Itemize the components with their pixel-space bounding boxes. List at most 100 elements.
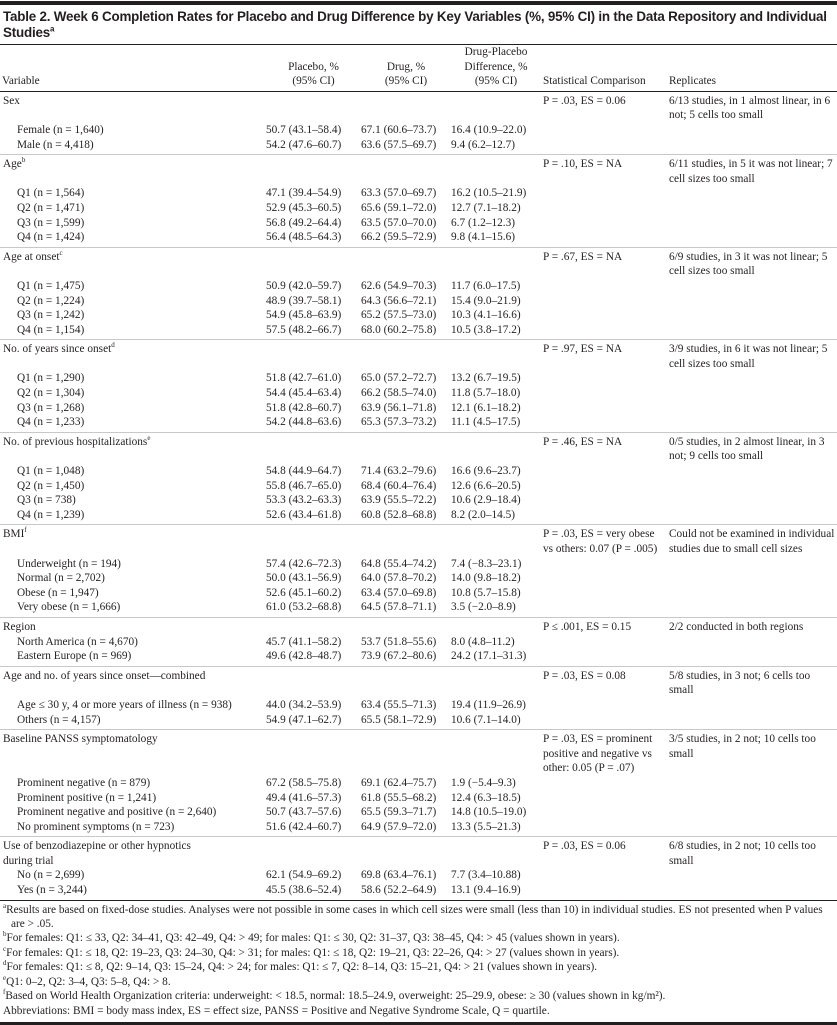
placebo-value: 56.4 (48.5–64.3) — [266, 231, 342, 244]
replicates: 6/11 studies, in 5 it was not linear; 7 … — [667, 154, 837, 187]
row-label: Q1 (n = 1,290) — [17, 372, 85, 385]
empty-cell — [541, 279, 667, 294]
placebo-value: 44.0 (34.2–53.9) — [266, 698, 342, 711]
empty-cell — [667, 635, 837, 650]
section-label-text: Baseline PANSS symptomatology — [3, 733, 158, 746]
table-row: Q3 (n = 1,268) 51.8 (42.8–60.7) 63.9 (56.1… — [0, 401, 837, 416]
replicates: 2/2 conducted in both regions — [667, 616, 837, 635]
empty-cell — [667, 230, 837, 247]
footnote-mark: e — [3, 973, 7, 982]
replicates: 6/13 studies, in 1 almost linear, in 6 n… — [669, 94, 831, 122]
statistical-comparison: P = .10, ES = NA — [541, 154, 667, 187]
difference-value: 10.6 (2.9–18.4) — [451, 494, 521, 507]
difference-value: 7.4 (−8.3–23.1) — [451, 557, 522, 570]
empty-cell — [541, 401, 667, 416]
placebo-value: 52.6 (43.4–61.8) — [266, 508, 342, 521]
col-drug: Drug, % (95% CI) — [361, 44, 451, 92]
empty-cell — [541, 883, 667, 900]
row-label: Q1 (n = 1,564) — [17, 187, 85, 200]
row-label: Eastern Europe (n = 969) — [17, 650, 132, 663]
empty-cell — [541, 805, 667, 820]
replicates: Could not be examined in individual stud… — [667, 524, 837, 557]
replicates: 0/5 studies, in 2 almost linear, in 3 no… — [667, 431, 837, 465]
empty-cell — [667, 216, 837, 231]
difference-value: 24.2 (17.1–31.3) — [451, 650, 527, 663]
row-label: Prominent negative (n = 879) — [17, 776, 151, 789]
empty-cell — [667, 323, 837, 340]
section-label-text: Age and no. of years since onset—combine… — [3, 669, 206, 682]
abbreviations: Abbreviations: BMI = body mass index, ES… — [3, 1004, 550, 1017]
placebo-value: 54.9 (47.1–62.7) — [266, 713, 342, 726]
bottom-rule — [0, 1021, 837, 1025]
difference-value: 11.1 (4.5–17.5) — [451, 416, 521, 429]
table-row: Q2 (n = 1,450) 55.8 (46.7–65.0) 68.4 (60.4… — [0, 479, 837, 494]
table-row: Normal (n = 2,702) 50.0 (43.1–56.9) 64.0 (… — [0, 571, 837, 586]
drug-value: 63.6 (57.5–69.7) — [361, 138, 437, 151]
table-row: Underweight (n = 194) 57.4 (42.6–72.3) 64.… — [0, 557, 837, 572]
empty-cell — [541, 479, 667, 494]
empty-cell — [541, 586, 667, 601]
drug-value: 63.3 (57.0–69.7) — [361, 187, 437, 200]
difference-value: 15.4 (9.0–21.9) — [451, 294, 521, 307]
footnote: dFor females: Q1: ≤ 8, Q2: 9–14, Q3: 15–… — [3, 960, 834, 974]
section-label: Sex — [0, 91, 266, 123]
drug-value: 64.5 (57.8–71.1) — [361, 601, 437, 614]
row-label: Q3 (n = 1,242) — [17, 309, 85, 322]
table-row: Q4 (n = 1,233) 54.2 (44.8–63.6) 65.3 (57.3… — [0, 415, 837, 432]
footnote-text: For females: Q1: ≤ 8, Q2: 9–14, Q3: 15–2… — [6, 961, 598, 974]
drug-value: 64.3 (56.6–72.1) — [361, 294, 437, 307]
table-row: Q1 (n = 1,564) 47.1 (39.4–54.9) 63.3 (57.0… — [0, 186, 837, 201]
empty-cell — [667, 386, 837, 401]
footnote-mark: d — [3, 959, 7, 968]
difference-value: 3.5 (−2.0–8.9) — [451, 601, 516, 614]
table-row: Yes (n = 3,244) 45.5 (38.6–52.4) 58.6 (52.… — [0, 883, 837, 900]
col-difference: Drug-Placebo Difference, % (95% CI) — [451, 44, 541, 92]
empty-cell — [361, 836, 451, 869]
statistical-comparison: P = .03, ES = 0.08 — [541, 665, 667, 698]
table-row: Others (n = 4,157) 54.9 (47.1–62.7) 65.5 (… — [0, 713, 837, 730]
difference-value: 7.7 (3.4–10.88) — [451, 869, 521, 882]
col-comparison: Statistical Comparison — [541, 44, 667, 92]
replicates: 6/9 studies, in 3 it was not linear; 5 c… — [667, 246, 837, 279]
drug-value: 68.4 (60.4–76.4) — [361, 479, 437, 492]
empty-cell — [541, 557, 667, 572]
table-row: Q3 (n = 738) 53.3 (43.2–63.3) 63.9 (55.5–7… — [0, 493, 837, 508]
table-row: Q1 (n = 1,475) 50.9 (42.0–59.7) 62.6 (54.9… — [0, 279, 837, 294]
replicates: 3/5 studies, in 2 not; 10 cells too smal… — [667, 729, 837, 776]
drug-value: 71.4 (63.2–79.6) — [361, 465, 437, 478]
section-label-text: BMI — [3, 528, 25, 541]
placebo-value: 55.8 (46.7–65.0) — [266, 479, 342, 492]
placebo-value: 52.6 (45.1–60.2) — [266, 586, 342, 599]
section-label-text: Region — [3, 620, 36, 633]
empty-cell — [541, 698, 667, 713]
placebo-value: 49.6 (42.8–48.7) — [266, 650, 342, 663]
row-label: Male (n = 4,418) — [17, 138, 94, 151]
table-row: Q4 (n = 1,239) 52.6 (43.4–61.8) 60.8 (52.8… — [0, 508, 837, 525]
col-variable: Variable — [0, 44, 266, 92]
section-header-row: Baseline PANSS symptomatology P = .03, ES… — [0, 729, 837, 776]
section-header-row: BMIf P = .03, ES = very obese vs others: … — [0, 524, 837, 557]
empty-cell — [451, 91, 541, 123]
col-placebo: Placebo, % (95% CI) — [266, 44, 361, 92]
empty-cell — [361, 154, 451, 187]
table-row: Q1 (n = 1,048) 54.8 (44.9–64.7) 71.4 (63.2… — [0, 464, 837, 479]
empty-cell — [541, 294, 667, 309]
empty-cell — [541, 776, 667, 791]
section-label: Region — [0, 616, 266, 635]
footnote: aResults are based on fixed-dose studies… — [3, 901, 834, 932]
footnote-text: Based on World Health Organization crite… — [5, 990, 666, 1003]
drug-value: 69.8 (63.4–76.1) — [361, 869, 437, 882]
empty-cell — [667, 698, 837, 713]
row-label: Q2 (n = 1,224) — [17, 294, 85, 307]
empty-cell — [667, 479, 837, 494]
section-header-row: No. of previous hospitalizationse P = .46… — [0, 431, 837, 465]
difference-value: 10.5 (3.8–17.2) — [451, 323, 521, 336]
table-row: Q4 (n = 1,154) 57.5 (48.2–66.7) 68.0 (60.2… — [0, 323, 837, 340]
section-label: No. of years since onsetd — [0, 339, 266, 372]
difference-value: 6.7 (1.2–12.3) — [451, 216, 516, 229]
footnote-mark: a — [3, 901, 7, 910]
placebo-value: 45.7 (41.1–58.2) — [266, 635, 342, 648]
empty-cell — [667, 820, 837, 837]
row-label: Age ≤ 30 y, 4 or more years of illness (… — [17, 698, 232, 711]
empty-cell — [541, 308, 667, 323]
